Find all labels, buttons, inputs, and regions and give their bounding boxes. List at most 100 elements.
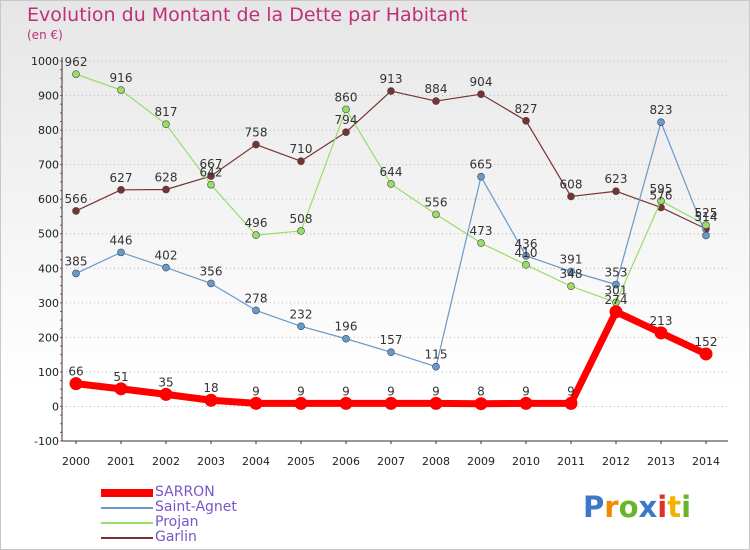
- data-label: 278: [245, 291, 268, 305]
- legend-swatch: [101, 506, 153, 509]
- data-point: [522, 116, 530, 125]
- data-point: [699, 347, 713, 361]
- y-tick-label: 800: [38, 124, 59, 137]
- legend-label: Saint-Agnet: [155, 499, 237, 515]
- data-label: 514: [695, 210, 718, 224]
- x-tick-label: 2002: [152, 455, 180, 468]
- data-point: [477, 90, 485, 98]
- data-point: [477, 172, 485, 181]
- x-tick-label: 2011: [557, 455, 585, 468]
- legend: SARRON Saint-Agnet Projan Garlin: [101, 485, 237, 545]
- data-label: 348: [560, 267, 583, 281]
- x-tick-label: 2012: [602, 455, 630, 468]
- legend-swatch: [101, 488, 153, 497]
- data-point: [252, 140, 260, 149]
- x-tick-label: 2000: [62, 455, 90, 468]
- logo-letter: i: [657, 490, 668, 524]
- legend-swatch: [101, 521, 153, 524]
- data-point: [207, 279, 215, 288]
- data-label: 9: [297, 384, 305, 398]
- y-tick-label: 100: [38, 366, 59, 379]
- data-point: [69, 377, 83, 391]
- data-label: 758: [245, 126, 268, 140]
- data-point: [297, 227, 305, 235]
- y-tick-label: 0: [52, 400, 59, 413]
- data-point: [162, 263, 170, 272]
- data-label: 353: [605, 266, 628, 280]
- data-label: 608: [560, 177, 583, 191]
- data-label: 9: [432, 384, 440, 398]
- y-tick-label: 600: [38, 193, 59, 206]
- y-tick-label: 300: [38, 297, 59, 310]
- data-label: 436: [515, 237, 538, 251]
- data-point: [384, 396, 398, 410]
- data-point: [342, 334, 350, 343]
- data-label: 667: [200, 157, 223, 171]
- data-point: [294, 396, 308, 410]
- series-line-saint-agnet: [75, 121, 707, 368]
- data-label: 628: [155, 171, 178, 185]
- x-tick-label: 2001: [107, 455, 135, 468]
- data-label: 473: [470, 224, 493, 238]
- data-label: 446: [110, 233, 133, 247]
- data-label: 525: [695, 206, 718, 220]
- data-label: 496: [245, 216, 268, 230]
- x-tick-label: 2006: [332, 455, 360, 468]
- data-label: 274: [605, 293, 628, 307]
- data-point: [297, 322, 305, 331]
- data-point: [342, 105, 350, 114]
- data-point: [72, 207, 80, 215]
- data-label: 595: [650, 182, 673, 196]
- data-label: 913: [380, 72, 403, 86]
- data-label: 627: [110, 171, 133, 185]
- y-tick-label: 900: [38, 90, 59, 103]
- data-label: 391: [560, 252, 583, 266]
- data-point: [162, 120, 170, 129]
- data-point: [72, 70, 80, 78]
- data-point: [387, 348, 395, 357]
- data-point: [612, 187, 620, 196]
- data-label: 508: [290, 212, 313, 226]
- data-point: [567, 282, 575, 291]
- data-point: [432, 362, 440, 371]
- legend-item: Projan: [101, 515, 237, 530]
- chart-title: Evolution du Montant de la Dette par Hab…: [27, 4, 468, 26]
- y-tick-label: 400: [38, 262, 59, 275]
- legend-item: SARRON: [101, 485, 237, 500]
- data-point: [477, 239, 485, 247]
- legend-item: Saint-Agnet: [101, 500, 237, 515]
- y-tick-label: 700: [38, 159, 59, 172]
- data-label: 35: [158, 375, 173, 389]
- data-label: 644: [380, 165, 403, 179]
- data-label: 710: [290, 142, 313, 156]
- data-label: 196: [335, 320, 358, 334]
- data-label: 665: [470, 158, 493, 172]
- data-point: [519, 396, 533, 410]
- data-point: [162, 185, 170, 194]
- x-tick-label: 2009: [467, 455, 495, 468]
- chart-subtitle: (en €): [27, 28, 63, 42]
- data-label: 566: [65, 192, 88, 206]
- data-label: 642: [200, 166, 223, 180]
- y-tick-label: 200: [38, 331, 59, 344]
- x-tick-label: 2007: [377, 455, 405, 468]
- data-label: 576: [650, 188, 673, 202]
- data-label: 9: [252, 384, 260, 398]
- data-label: 9: [387, 384, 395, 398]
- data-point: [72, 269, 80, 278]
- data-point: [522, 252, 530, 260]
- data-point: [204, 393, 218, 407]
- legend-label: Projan: [155, 514, 199, 530]
- data-label: 9: [567, 384, 575, 398]
- logo-letter: o: [618, 490, 639, 524]
- data-label: 402: [155, 249, 178, 263]
- data-label: 904: [470, 75, 493, 89]
- x-tick-label: 2008: [422, 455, 450, 468]
- logo-letter: t: [667, 490, 682, 524]
- x-tick-label: 2005: [287, 455, 315, 468]
- data-label: 794: [335, 113, 358, 127]
- data-label: 152: [695, 335, 718, 349]
- data-point: [702, 231, 710, 240]
- data-point: [432, 210, 440, 219]
